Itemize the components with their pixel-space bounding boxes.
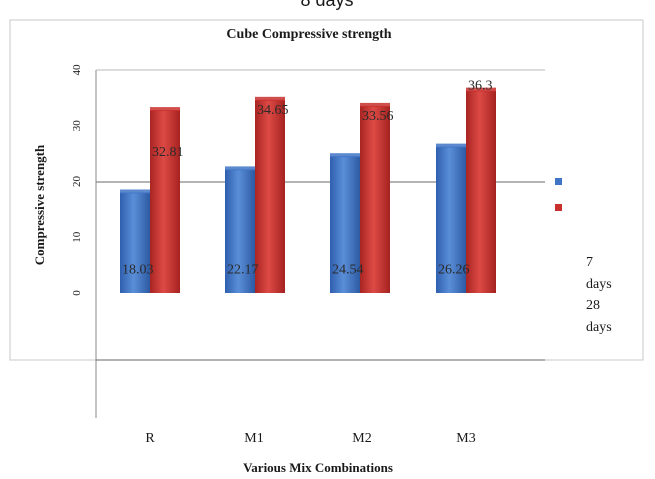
bar-7-days-M3: [436, 146, 466, 293]
category-label: R: [145, 431, 155, 446]
x-axis-label: Various Mix Combinations: [243, 460, 393, 475]
category-label: M1: [244, 431, 263, 446]
bar-top-28-days-M2: [360, 102, 390, 107]
bar-7-days-R: [120, 192, 150, 293]
y-tick-label: 40: [71, 64, 83, 76]
bar-7-days-M2: [330, 156, 360, 293]
chart-title: Cube Compressive strength: [226, 27, 391, 42]
legend-line-4: days: [586, 320, 612, 335]
legend-line-1: 7: [586, 255, 593, 270]
bar-top-28-days-M3: [466, 87, 496, 92]
bar-top-28-days-M1: [255, 96, 285, 101]
y-tick-label: 20: [71, 176, 83, 188]
data-label: 36.3: [468, 79, 493, 94]
bar-top-28-days-R: [150, 107, 180, 112]
legend-line-3: 28: [586, 298, 600, 313]
bar-top-7-days-M1: [225, 166, 255, 171]
bar-28-days-M1: [255, 99, 285, 293]
bar-7-days-M1: [225, 169, 255, 293]
bar-28-days-M3: [466, 90, 496, 293]
bars-group: [120, 87, 496, 293]
data-label: 18.03: [122, 262, 154, 277]
y-tick-label: 0: [71, 290, 83, 296]
y-ticks-group: 0 10 20 30 40: [71, 64, 83, 296]
data-labels-group: 18.03 32.81 22.17 34.65 24.54 33.56 26.26 36.3: [122, 79, 493, 278]
y-tick-label: 30: [71, 120, 83, 132]
data-label: 33.56: [362, 109, 394, 124]
top-fragment: 8 days: [300, 0, 353, 10]
legend-swatch-7-days: [555, 178, 562, 185]
category-label: M3: [456, 431, 475, 446]
legend-line-2: days: [586, 277, 612, 292]
data-label: 34.65: [257, 103, 289, 118]
legend-swatch-28-days: [555, 204, 562, 211]
category-labels-group: R M1 M2 M3: [145, 431, 475, 446]
chart-frame: [9, 19, 644, 361]
bar-28-days-M2: [360, 105, 390, 293]
bar-28-days-R: [150, 110, 180, 293]
data-label: 24.54: [332, 262, 364, 277]
bar-top-7-days-M2: [330, 153, 360, 158]
data-label: 26.26: [438, 262, 470, 277]
data-label: 32.81: [152, 145, 184, 160]
category-label: M2: [352, 431, 371, 446]
legend: 7 days 28 days: [555, 178, 612, 335]
data-label: 22.17: [227, 262, 259, 277]
bar-top-7-days-M3: [436, 143, 466, 148]
y-tick-label: 10: [71, 231, 83, 243]
y-axis-label: Compressive strength: [32, 144, 47, 265]
bar-top-7-days-R: [120, 189, 150, 194]
